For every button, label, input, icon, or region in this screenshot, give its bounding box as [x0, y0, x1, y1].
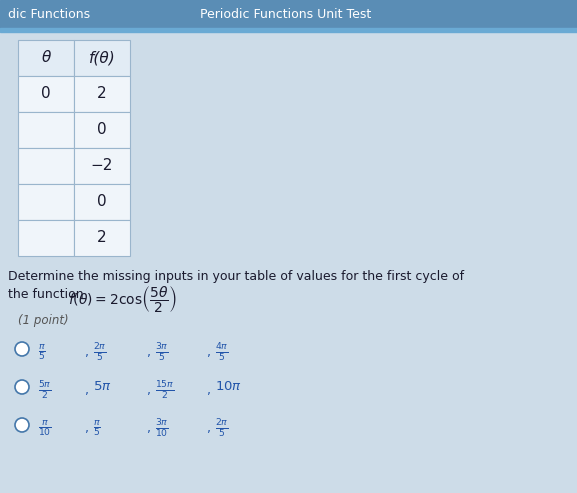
Text: $\frac{4\pi}{5}$: $\frac{4\pi}{5}$	[215, 342, 228, 364]
Text: $\frac{\pi}{10}$: $\frac{\pi}{10}$	[38, 418, 52, 437]
Text: $\frac{5\pi}{2}$: $\frac{5\pi}{2}$	[38, 380, 51, 402]
Bar	[18, 112, 74, 148]
Bar	[74, 220, 130, 256]
Text: Periodic Functions Unit Test: Periodic Functions Unit Test	[200, 7, 371, 21]
Text: $\frac{3\pi}{5}$: $\frac{3\pi}{5}$	[155, 342, 168, 364]
Text: dic Functions: dic Functions	[8, 7, 90, 21]
Bar	[0, 0, 577, 28]
Text: ,: ,	[207, 384, 211, 397]
Text: 0: 0	[97, 195, 107, 210]
Text: ,: ,	[85, 422, 89, 435]
Text: ,: ,	[85, 346, 89, 359]
Text: ,: ,	[85, 384, 89, 397]
Bar	[18, 76, 74, 112]
Text: the function: the function	[8, 288, 84, 301]
Bar	[18, 148, 74, 184]
Text: ,: ,	[147, 422, 151, 435]
Text: 2: 2	[97, 231, 107, 246]
Bar	[74, 40, 130, 76]
Bar	[18, 184, 74, 220]
Text: ,: ,	[207, 422, 211, 435]
Text: $10\pi$: $10\pi$	[215, 380, 242, 393]
Text: −2: −2	[91, 159, 113, 174]
Text: 0: 0	[97, 122, 107, 138]
Bar	[0, 28, 577, 32]
Bar	[74, 76, 130, 112]
Text: 2: 2	[97, 86, 107, 102]
Text: $\frac{\pi}{5}$: $\frac{\pi}{5}$	[93, 418, 101, 437]
Text: θ: θ	[42, 50, 51, 66]
Bar	[74, 184, 130, 220]
Circle shape	[15, 342, 29, 356]
Circle shape	[15, 380, 29, 394]
Text: ,: ,	[207, 346, 211, 359]
Text: $\frac{3\pi}{10}$: $\frac{3\pi}{10}$	[155, 418, 169, 440]
Text: Determine the missing inputs in your table of values for the first cycle of: Determine the missing inputs in your tab…	[8, 270, 464, 283]
Text: $f(\theta) = 2\cos\!\left(\dfrac{5\theta}{2}\right)$: $f(\theta) = 2\cos\!\left(\dfrac{5\theta…	[68, 284, 177, 314]
Text: $\frac{\pi}{5}$: $\frac{\pi}{5}$	[38, 342, 46, 361]
Bar	[18, 220, 74, 256]
Bar	[74, 148, 130, 184]
Text: $\frac{2\pi}{5}$: $\frac{2\pi}{5}$	[93, 342, 107, 364]
Circle shape	[15, 418, 29, 432]
Bar	[18, 40, 74, 76]
Text: ,: ,	[147, 384, 151, 397]
Text: (1 point): (1 point)	[18, 314, 69, 327]
Text: 0: 0	[41, 86, 51, 102]
Text: $\frac{15\pi}{2}$: $\frac{15\pi}{2}$	[155, 380, 174, 402]
Text: $5\pi$: $5\pi$	[93, 380, 111, 393]
Text: f(θ): f(θ)	[89, 50, 115, 66]
Bar	[74, 112, 130, 148]
Text: $\frac{2\pi}{5}$: $\frac{2\pi}{5}$	[215, 418, 228, 440]
Text: ,: ,	[147, 346, 151, 359]
